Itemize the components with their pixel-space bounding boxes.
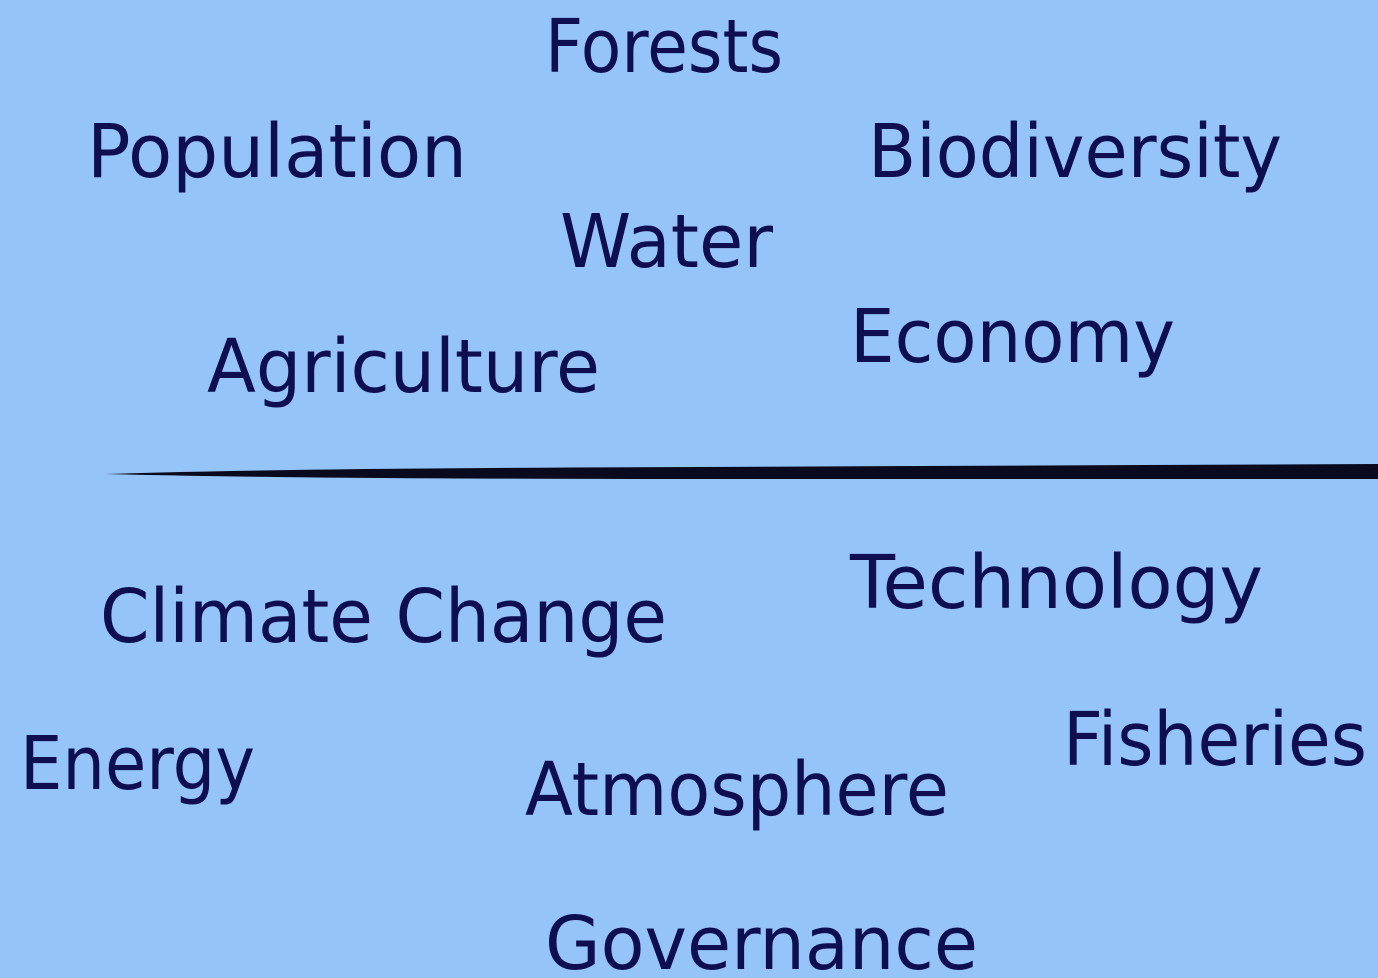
topic-word: Economy (850, 294, 1175, 380)
topic-word: Technology (849, 540, 1263, 626)
topic-word: Population (87, 109, 467, 195)
topic-word: Governance (545, 901, 978, 978)
topic-word: Atmosphere (525, 747, 949, 833)
topic-word: Climate Change (100, 574, 667, 660)
topic-word: Biodiversity (868, 109, 1282, 195)
topic-word: Water (560, 199, 774, 285)
topic-word: Forests (545, 4, 783, 90)
topic-word: Fisheries (1063, 697, 1367, 783)
divider-stroke (105, 464, 1378, 479)
topic-word: Agriculture (207, 324, 600, 410)
topic-word: Energy (20, 721, 255, 807)
